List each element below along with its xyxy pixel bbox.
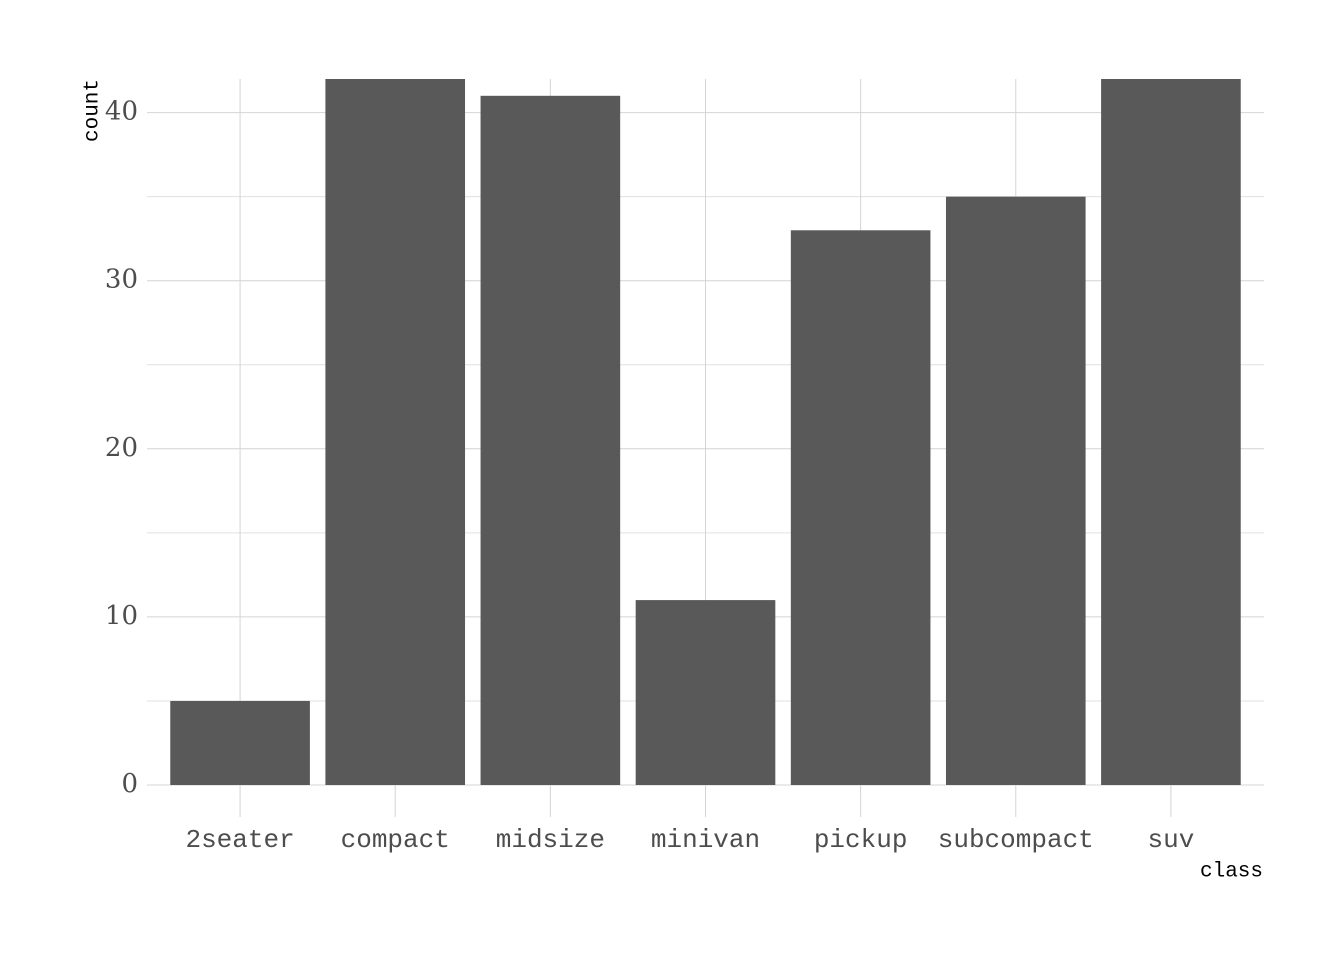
bar [1101,79,1241,785]
x-tick-label: subcompact [938,825,1094,855]
bars [170,79,1241,785]
x-tick-label: compact [341,825,450,855]
y-tick-label: 10 [105,601,138,631]
bar [170,700,310,785]
bar [945,196,1086,785]
y-tick-label: 40 [105,97,138,127]
x-tick-label: minivan [651,825,760,855]
x-tick-label: suv [1148,825,1195,855]
y-tick-label: 0 [121,769,138,799]
bar [480,95,621,785]
labels: 0 10 20 30 40 2seater compact midsize minivan pic… [105,97,1194,855]
x-tick-label: 2seater [185,825,294,855]
y-tick-label: 30 [105,265,138,295]
bar [790,230,931,785]
y-tick-label: 20 [105,433,138,463]
bar [325,79,466,785]
x-tick-label: midsize [496,825,605,855]
x-tick-label: pickup [814,825,908,855]
x-axis-title: class [1200,861,1263,884]
y-axis-title: count [82,79,105,142]
bar [635,600,776,785]
